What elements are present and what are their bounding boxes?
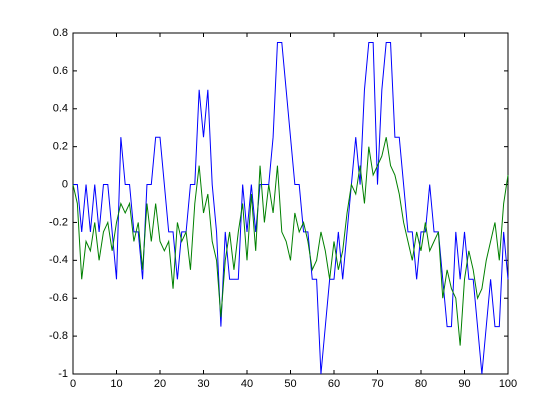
series-line <box>72 137 509 346</box>
y-tick-label: 0.4 <box>53 103 68 115</box>
x-tick-label: 40 <box>241 378 253 390</box>
y-tick-label: -1 <box>58 368 68 380</box>
series-line <box>73 41 509 375</box>
x-tick-label: 10 <box>110 378 122 390</box>
y-tick-label: 0.2 <box>53 141 68 153</box>
y-tick-label: -0.6 <box>49 292 68 304</box>
x-tick-label: 90 <box>458 378 470 390</box>
x-tick-label: 70 <box>371 378 383 390</box>
axes-box <box>72 32 509 375</box>
y-tick-label: -0.8 <box>49 330 68 342</box>
x-tick-label: 50 <box>284 378 296 390</box>
y-tick-label: -0.2 <box>49 216 68 228</box>
y-tick-label: 0.6 <box>53 65 68 77</box>
x-tick-label: 80 <box>415 378 427 390</box>
x-tick-label: 0 <box>70 378 76 390</box>
x-tick-label: 20 <box>154 378 166 390</box>
x-tick-label: 60 <box>328 378 340 390</box>
x-tick-label: 30 <box>197 378 209 390</box>
y-tick-label: -0.4 <box>49 254 68 266</box>
x-tick-label: 100 <box>499 378 517 390</box>
y-tick-label: 0 <box>62 178 68 190</box>
y-tick-label: 0.8 <box>53 27 68 39</box>
